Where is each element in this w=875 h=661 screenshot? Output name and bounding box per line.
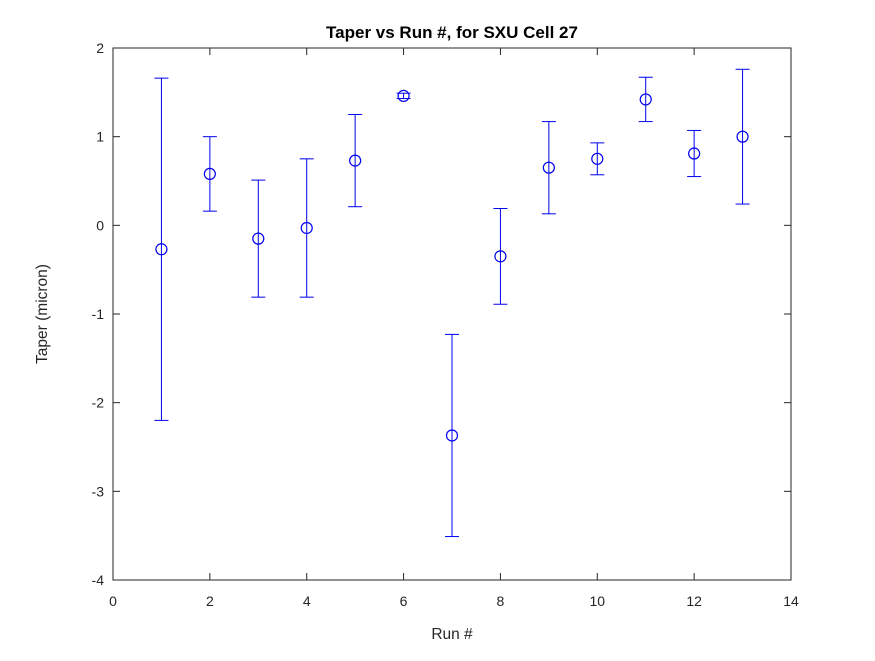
y-tick-label: 1 bbox=[96, 129, 104, 145]
x-tick-label: 2 bbox=[206, 593, 214, 609]
x-tick-label: 4 bbox=[303, 593, 311, 609]
data-point-marker bbox=[349, 154, 362, 167]
x-tick-label: 12 bbox=[686, 593, 702, 609]
data-point-marker bbox=[155, 243, 168, 256]
data-point-marker bbox=[445, 429, 459, 442]
data-point-marker bbox=[591, 152, 604, 165]
y-tick-label: 0 bbox=[96, 217, 104, 233]
data-point-marker bbox=[542, 161, 555, 174]
data-point-marker bbox=[300, 221, 313, 235]
y-tick-label: -4 bbox=[92, 572, 105, 588]
y-tick-label: -2 bbox=[92, 395, 105, 411]
data-point-marker bbox=[688, 147, 701, 160]
data-point-marker bbox=[252, 232, 265, 245]
data-point-marker bbox=[203, 167, 216, 181]
data-point-marker bbox=[494, 250, 507, 263]
data-point-marker bbox=[736, 130, 749, 143]
x-tick-label: 14 bbox=[783, 593, 799, 609]
y-tick-label: -1 bbox=[92, 306, 105, 322]
y-tick-label: 2 bbox=[96, 40, 104, 56]
chart-title: Taper vs Run #, for SXU Cell 27 bbox=[326, 23, 578, 42]
x-tick-label: 8 bbox=[497, 593, 505, 609]
y-tick-label: -3 bbox=[92, 483, 105, 499]
data-point-marker bbox=[639, 93, 652, 106]
x-tick-label: 0 bbox=[109, 593, 117, 609]
x-axis-label: Run # bbox=[431, 626, 473, 643]
x-tick-label: 10 bbox=[589, 593, 605, 609]
y-axis-label: Taper (micron) bbox=[34, 264, 51, 364]
data-point-marker bbox=[397, 89, 410, 102]
data-series bbox=[154, 68, 750, 538]
x-tick-label: 6 bbox=[400, 593, 408, 609]
